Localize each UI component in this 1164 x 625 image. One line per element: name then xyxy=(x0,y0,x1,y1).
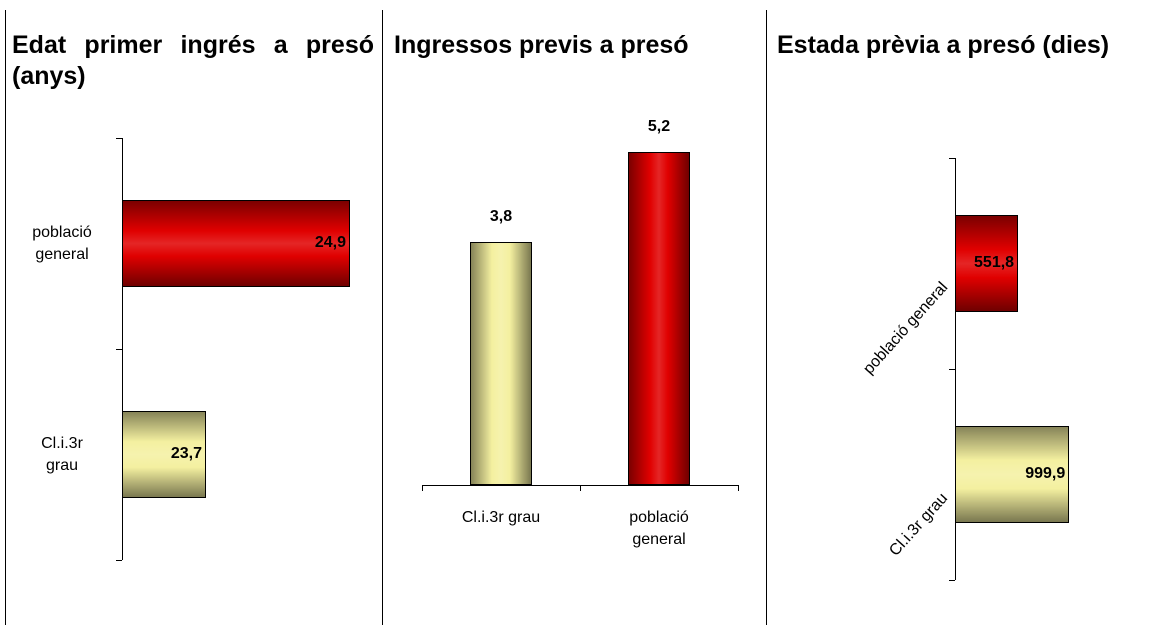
axis-tick xyxy=(422,485,423,491)
bar xyxy=(955,425,1070,524)
axis-line xyxy=(955,158,956,580)
value-label: 5,2 xyxy=(647,118,671,136)
chart-title: Estada prèvia a presó (dies) xyxy=(777,31,1110,59)
axis-tick xyxy=(949,369,955,370)
axis-line xyxy=(122,138,123,560)
value-label: 23,7 xyxy=(170,444,202,462)
axis-tick xyxy=(949,580,955,581)
axis-tick xyxy=(580,485,581,491)
separator xyxy=(382,10,383,625)
border xyxy=(5,10,6,625)
chart-title: Ingressos previs a presó xyxy=(394,31,689,59)
bar xyxy=(955,214,1019,313)
category-label: Cl.i.3r grau xyxy=(461,509,541,526)
category-label: Cl.i.3r grau xyxy=(41,434,83,474)
axis-tick xyxy=(738,485,739,491)
bar xyxy=(122,200,350,287)
category-label: població general xyxy=(859,278,951,378)
value-label: 24,9 xyxy=(314,233,346,251)
axis-tick xyxy=(949,158,955,159)
category-label: població general xyxy=(32,223,92,263)
category-label: població general xyxy=(629,509,689,548)
axis-tick xyxy=(116,349,122,350)
bar xyxy=(628,152,690,485)
value-label: 551,8 xyxy=(974,253,1015,271)
bar xyxy=(470,241,532,485)
category-label: Cl.i.3r grau xyxy=(885,489,951,560)
separator xyxy=(766,10,767,625)
value-label: 999,9 xyxy=(1025,464,1066,482)
bar xyxy=(122,411,206,498)
value-label: 3,8 xyxy=(489,207,513,225)
axis-tick xyxy=(116,560,122,561)
axis-tick xyxy=(116,138,122,139)
chart-title: Edat primer ingrés a presó (anys) xyxy=(12,31,374,90)
